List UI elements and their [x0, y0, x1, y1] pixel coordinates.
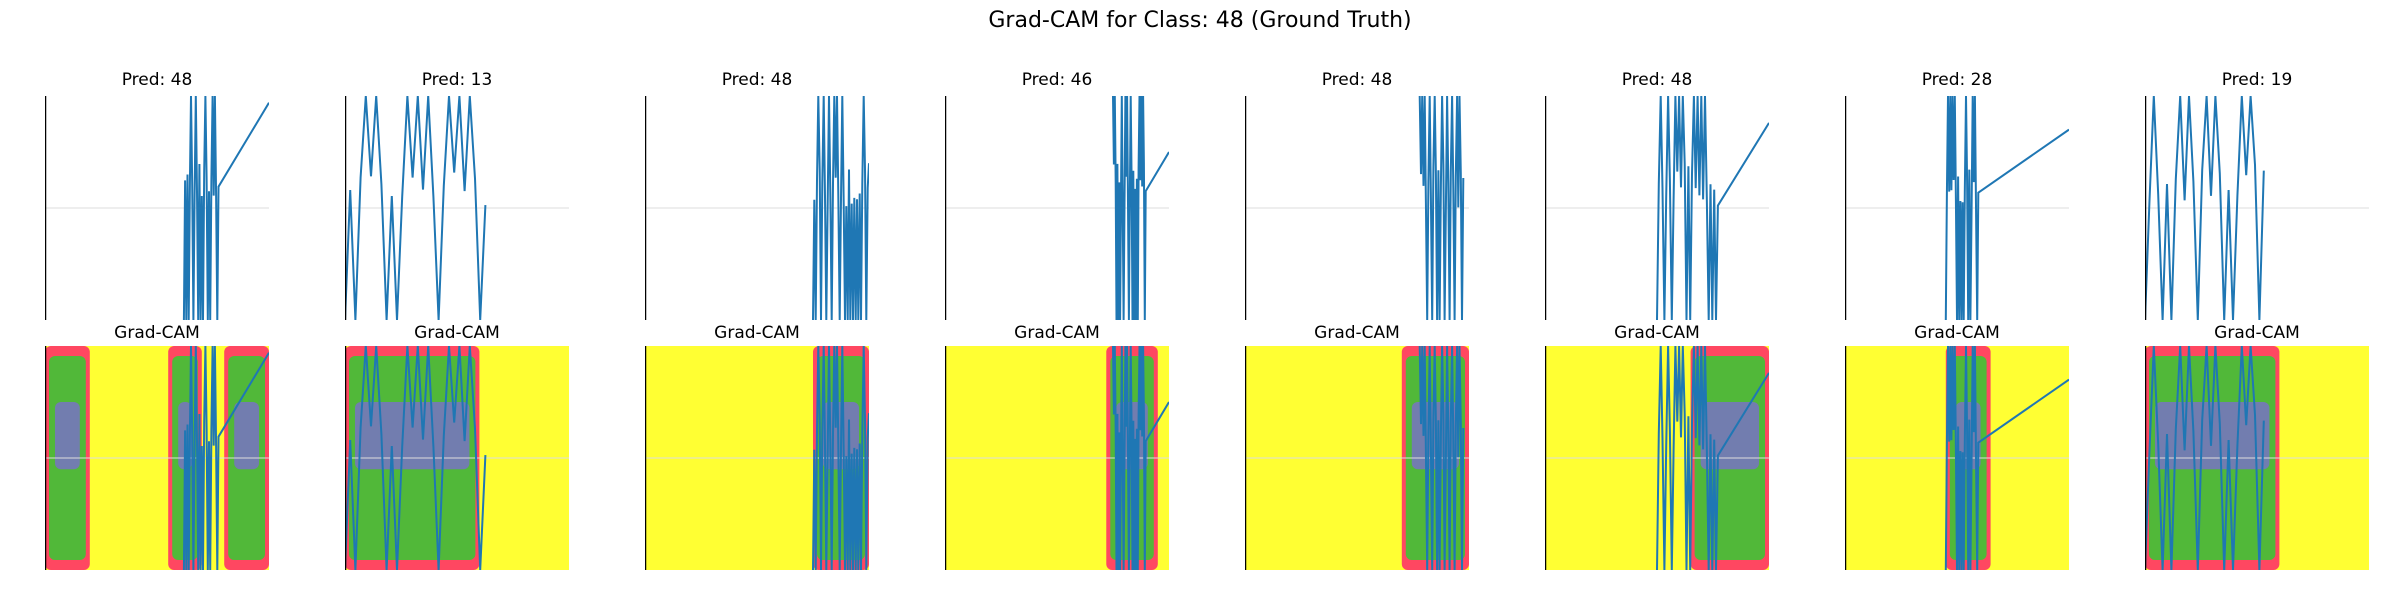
signal-line: [1418, 96, 1465, 320]
gradcam-title: Grad-CAM: [1314, 323, 1400, 343]
gradcam-title: Grad-CAM: [114, 323, 200, 343]
signal-line: [1656, 96, 1769, 320]
signal-plot: [345, 96, 569, 320]
heatmap-region-core: [355, 402, 470, 470]
gradcam-title: Grad-CAM: [714, 323, 800, 343]
signal-line: [182, 96, 269, 320]
pred-title: Pred: 19: [2221, 70, 2293, 90]
signal-plot: [645, 96, 869, 320]
pred-title: Pred: 48: [121, 70, 193, 90]
gradcam-title: Grad-CAM: [1914, 323, 2000, 343]
gradcam-heatmap-plot: [45, 346, 269, 570]
pred-title: Pred: 48: [1321, 70, 1393, 90]
signal-line: [812, 346, 869, 570]
signal-line: [2145, 96, 2265, 320]
gradcam-title: Grad-CAM: [2214, 323, 2300, 343]
gradcam-heatmap-plot: [345, 346, 569, 570]
signal-plot: [2145, 96, 2369, 320]
gradcam-title: Grad-CAM: [414, 323, 500, 343]
gradcam-heatmap-plot: [945, 346, 1169, 570]
signal-line: [812, 96, 869, 320]
signal-line: [182, 346, 269, 570]
signal-line: [1656, 346, 1769, 570]
signal-plot: [45, 96, 269, 320]
pred-title: Pred: 48: [721, 70, 793, 90]
signal-line: [1112, 96, 1169, 320]
signal-line: [2145, 346, 2265, 570]
signal-line: [345, 96, 487, 320]
signal-line: [1418, 346, 1465, 570]
signal-plot: [1245, 96, 1469, 320]
gradcam-title: Grad-CAM: [1014, 323, 1100, 343]
signal-line: [1944, 346, 2069, 570]
signal-plot: [1545, 96, 1769, 320]
gradcam-heatmap-plot: [1845, 346, 2069, 570]
signal-plot: [945, 96, 1169, 320]
signal-line: [345, 346, 487, 570]
signal-plot: [1845, 96, 2069, 320]
signal-line: [1944, 96, 2069, 320]
gradcam-heatmap-plot: [2145, 346, 2369, 570]
gradcam-heatmap-plot: [645, 346, 869, 570]
pred-title: Pred: 28: [1921, 70, 1993, 90]
signal-line: [1112, 346, 1169, 570]
gradcam-heatmap-plot: [1245, 346, 1469, 570]
pred-title: Pred: 46: [1021, 70, 1093, 90]
heatmap-region-core: [234, 402, 259, 470]
gradcam-title: Grad-CAM: [1614, 323, 1700, 343]
heatmap-region-core: [55, 402, 80, 470]
figure-title: Grad-CAM for Class: 48 (Ground Truth): [988, 8, 1412, 33]
pred-title: Pred: 48: [1621, 70, 1693, 90]
pred-title: Pred: 13: [421, 70, 493, 90]
gradcam-heatmap-plot: [1545, 346, 1769, 570]
